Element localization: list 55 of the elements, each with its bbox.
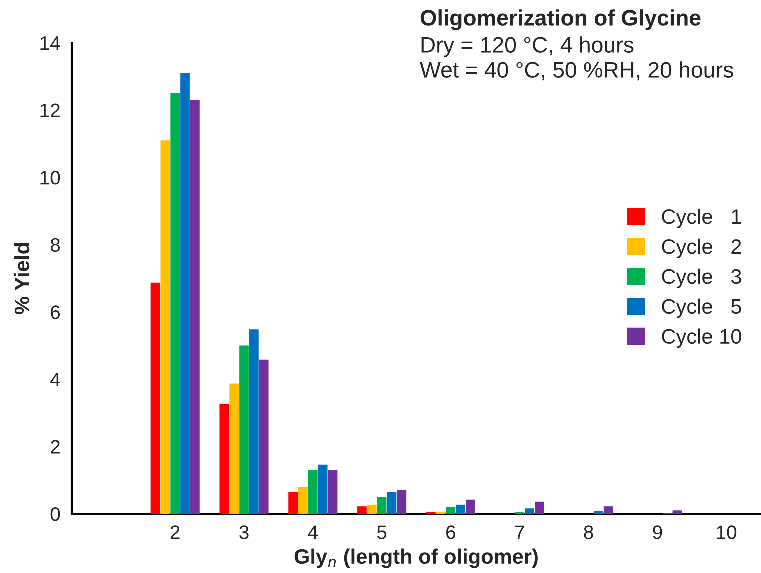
bar [180,73,190,514]
bar [318,464,328,514]
bar [377,497,387,514]
x-tick-label: 5 [377,526,387,540]
y-tick-label: 6 [51,306,60,320]
x-tick-label: 6 [446,526,456,540]
bar [259,360,269,514]
bar [358,506,367,514]
bar [525,508,534,514]
x-tick-label: 7 [515,526,524,540]
bar [604,506,614,514]
bar [456,504,466,514]
bar [230,384,240,514]
y-tick-label: 0 [50,507,60,522]
y-axis-title: % Yield [14,243,30,314]
bar [240,346,249,514]
bar [594,510,604,514]
legend-label: Cycle 1 [662,208,742,228]
legend-label: Cycle 5 [662,298,742,318]
y-tick-label: 12 [40,104,60,118]
bar [160,140,170,514]
bar [387,492,397,514]
bar [150,282,160,514]
bar [308,470,318,514]
bar [466,500,476,514]
chart-title: Oligomerization of Glycine [420,10,701,30]
bar [170,93,180,514]
x-tick-label: 10 [717,526,737,540]
x-tick-label: 4 [308,526,318,540]
y-tick-label: 4 [50,373,60,386]
x-tick-label: 3 [240,526,249,540]
bar [446,507,456,514]
legend-label: Cycle 3 [662,268,742,288]
bar [367,504,377,514]
legend-label: Cycle 2 [662,238,742,258]
legend-label: Cycle 10 [662,328,742,348]
x-tick-label: 9 [653,526,662,540]
bar [328,470,338,514]
annotation: Dry = 120 °C, 4 hours [422,36,634,58]
y-tick-label: 8 [50,238,60,252]
bar [249,330,259,514]
x-tick-label: 2 [170,526,180,540]
bar [298,487,308,514]
bar [220,404,230,514]
bar [397,490,407,514]
bar [535,502,544,514]
y-tick-label: 10 [40,171,60,185]
y-tick-label: 2 [51,440,60,454]
bar [190,100,200,514]
bar [288,492,298,514]
x-axis-title: Gly$_{n}$ (length of oligomer) [294,548,538,568]
bar [672,510,682,514]
y-tick-label: 14 [40,36,60,50]
annotation: Wet = 40 °C, 50 %RH, 20 hours [420,62,734,81]
x-tick-label: 8 [584,526,594,540]
